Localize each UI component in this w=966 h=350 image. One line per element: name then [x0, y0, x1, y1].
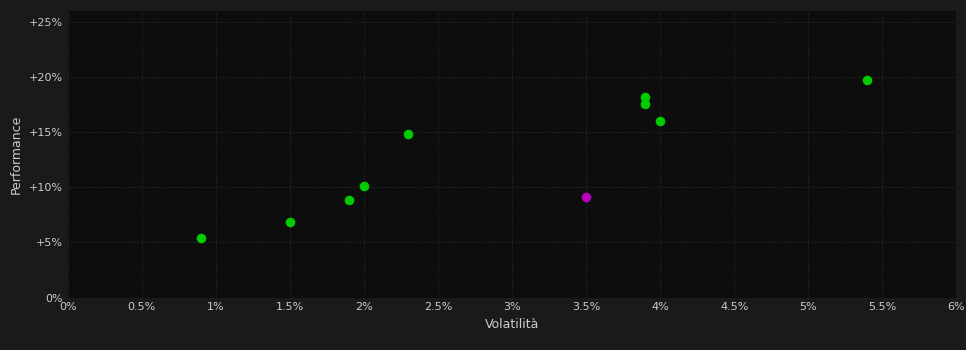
Point [579, 194, 594, 200]
Point [282, 220, 298, 225]
Point [401, 131, 416, 137]
Point [356, 183, 372, 189]
Point [638, 102, 653, 107]
Point [860, 77, 875, 83]
Y-axis label: Performance: Performance [10, 114, 23, 194]
Point [341, 197, 356, 203]
Point [638, 94, 653, 99]
Point [193, 235, 209, 241]
Point [652, 118, 668, 124]
X-axis label: Volatilità: Volatilità [485, 318, 539, 331]
